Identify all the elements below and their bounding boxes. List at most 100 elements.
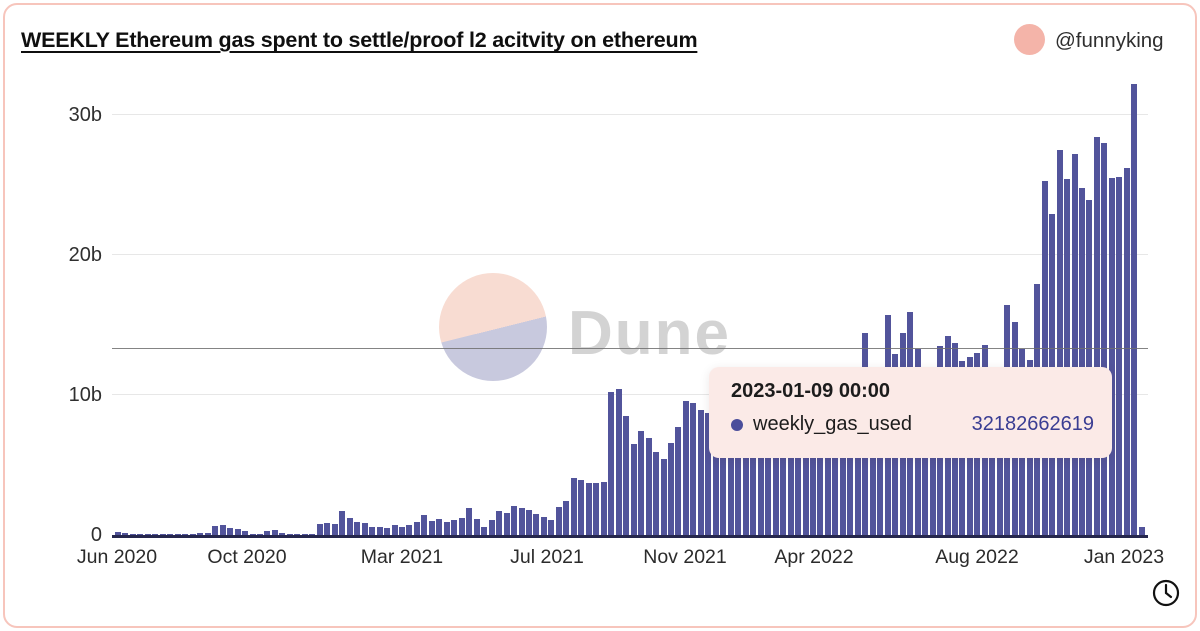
bar[interactable] [593, 483, 600, 535]
bar[interactable] [361, 523, 368, 535]
bar[interactable] [279, 532, 286, 535]
bar[interactable] [578, 480, 585, 535]
bar[interactable] [354, 521, 361, 535]
bar[interactable] [518, 508, 525, 535]
bar[interactable] [331, 523, 338, 535]
bar[interactable] [115, 531, 121, 535]
bar[interactable] [727, 417, 734, 535]
bar[interactable] [1108, 178, 1115, 535]
bar[interactable] [697, 410, 704, 535]
bar[interactable] [122, 533, 129, 535]
bar-hovered[interactable] [1131, 84, 1138, 535]
bar[interactable] [540, 516, 547, 535]
bar[interactable] [391, 525, 398, 535]
bar[interactable] [675, 427, 682, 535]
bar[interactable] [1064, 179, 1071, 535]
bar[interactable] [1079, 187, 1086, 535]
bar[interactable] [204, 533, 211, 535]
bar[interactable] [413, 522, 420, 535]
bar[interactable] [690, 403, 697, 535]
bar[interactable] [234, 528, 241, 535]
bar[interactable] [137, 533, 144, 535]
bar[interactable] [1041, 180, 1048, 535]
bar[interactable] [264, 530, 271, 535]
bar[interactable] [316, 524, 323, 535]
bar[interactable] [174, 533, 181, 535]
bar[interactable] [817, 381, 824, 535]
bar[interactable] [242, 530, 249, 535]
bar[interactable] [271, 529, 278, 535]
bar[interactable] [384, 528, 391, 535]
bar[interactable] [481, 527, 488, 535]
bar[interactable] [227, 527, 234, 535]
bar[interactable] [421, 514, 428, 535]
bar[interactable] [189, 533, 196, 535]
bar[interactable] [742, 406, 749, 535]
bar[interactable] [182, 533, 189, 535]
bar[interactable] [346, 517, 353, 535]
bar[interactable] [638, 431, 645, 535]
bar[interactable] [1101, 143, 1108, 535]
bar[interactable] [1093, 137, 1100, 535]
bar[interactable] [653, 452, 660, 535]
bar[interactable] [765, 402, 772, 535]
bar[interactable] [129, 533, 136, 535]
bar[interactable] [787, 386, 794, 535]
bar[interactable] [1056, 150, 1063, 535]
bar[interactable] [682, 400, 689, 535]
bar[interactable] [780, 397, 787, 535]
bar[interactable] [212, 526, 219, 535]
bar[interactable] [144, 533, 151, 535]
bar[interactable] [630, 444, 637, 535]
bar[interactable] [1123, 168, 1130, 535]
bar[interactable] [458, 517, 465, 535]
bar[interactable] [466, 508, 473, 535]
bar[interactable] [398, 526, 405, 535]
bar[interactable] [167, 533, 174, 535]
bar[interactable] [488, 520, 495, 535]
bar[interactable] [369, 526, 376, 535]
bar[interactable] [705, 413, 712, 535]
bar[interactable] [802, 383, 809, 535]
bar[interactable] [757, 409, 764, 535]
bar[interactable] [645, 438, 652, 535]
bar[interactable] [623, 416, 630, 535]
bar[interactable] [735, 411, 742, 535]
bar[interactable] [294, 533, 301, 535]
bar[interactable] [324, 523, 331, 535]
bar[interactable] [451, 519, 458, 535]
bar[interactable] [159, 533, 166, 535]
bar[interactable] [256, 533, 263, 535]
bar[interactable] [249, 533, 256, 535]
bar[interactable] [496, 511, 503, 535]
bar[interactable] [219, 525, 226, 535]
bar[interactable] [339, 510, 346, 535]
bar[interactable] [600, 481, 607, 535]
bar[interactable] [555, 507, 562, 535]
bar[interactable] [197, 533, 204, 535]
bar[interactable] [286, 533, 293, 535]
bar[interactable] [376, 527, 383, 535]
bar[interactable] [1116, 176, 1123, 535]
bar[interactable] [608, 392, 615, 535]
author-handle[interactable]: @funnyking [1055, 29, 1164, 52]
bar[interactable] [406, 525, 413, 535]
bar[interactable] [301, 533, 308, 535]
bar[interactable] [570, 477, 577, 535]
bar[interactable] [548, 519, 555, 535]
bar[interactable] [1138, 527, 1145, 535]
bar[interactable] [712, 418, 719, 535]
clock-icon[interactable] [1150, 577, 1182, 609]
bar[interactable] [585, 483, 592, 535]
bar[interactable] [443, 522, 450, 535]
bar[interactable] [533, 514, 540, 535]
bar[interactable] [750, 414, 757, 535]
bar[interactable] [503, 512, 510, 535]
bar[interactable] [720, 423, 727, 535]
bar[interactable] [473, 518, 480, 535]
bar[interactable] [428, 521, 435, 535]
bar[interactable] [309, 533, 316, 535]
bar[interactable] [1071, 154, 1078, 535]
bar[interactable] [563, 501, 570, 535]
bar[interactable] [152, 533, 159, 535]
